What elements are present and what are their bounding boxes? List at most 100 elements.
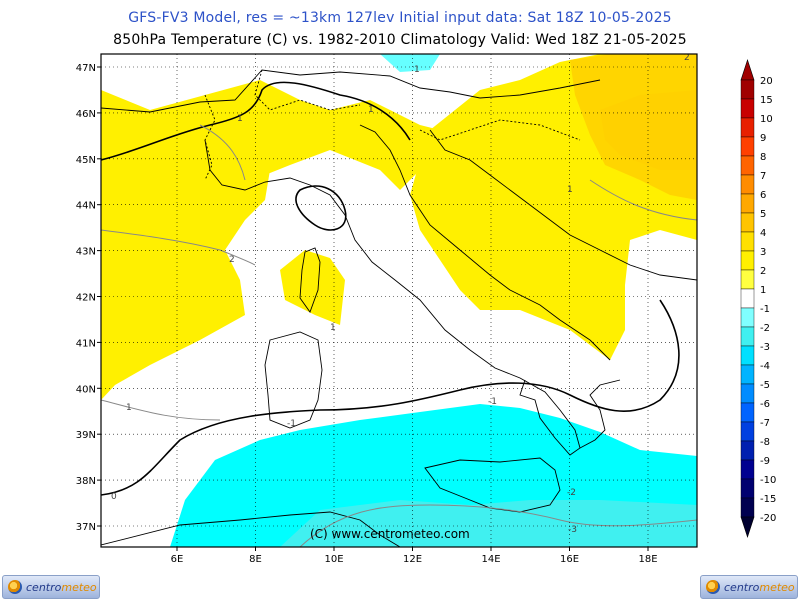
legend-arrow-top bbox=[740, 59, 755, 81]
contour-label: 1 bbox=[330, 323, 336, 333]
latitude-axis: 47N 46N 45N 44N 43N 42N 41N 40N 39N 38N 37N bbox=[76, 63, 101, 533]
legend-value: 2 bbox=[760, 266, 766, 277]
legend-value: 10 bbox=[760, 114, 773, 125]
warm-area-east-strong bbox=[570, 54, 697, 200]
legend-value: -9 bbox=[760, 456, 770, 467]
map-frame bbox=[100, 53, 698, 548]
contour-label: -3 bbox=[568, 525, 577, 535]
legend-value: -5 bbox=[760, 380, 770, 391]
legend-value: -10 bbox=[760, 475, 776, 486]
legend-swatch bbox=[740, 440, 755, 461]
contour-label: -2 bbox=[567, 488, 576, 498]
warm-area-alps bbox=[205, 80, 440, 190]
legend-value: 7 bbox=[760, 171, 766, 182]
legend-swatch bbox=[740, 307, 755, 328]
legend-value: 1 bbox=[760, 285, 766, 296]
legend-value: -15 bbox=[760, 494, 776, 505]
legend-value: -4 bbox=[760, 361, 770, 372]
legend-swatch bbox=[740, 98, 755, 119]
chart-subtitle: 850hPa Temperature (C) vs. 1982-2010 Cli… bbox=[113, 32, 687, 48]
legend-swatch bbox=[740, 136, 755, 157]
legend-swatch bbox=[740, 174, 755, 195]
globe-icon bbox=[8, 580, 22, 594]
legend-swatch bbox=[740, 288, 755, 309]
contour-label: 1 bbox=[126, 403, 132, 413]
lat-tick-label: 47N bbox=[76, 63, 96, 74]
contour-label-group: 1 2 1 1 2 1 1 -1 -1 -2 -3 0 1 bbox=[111, 53, 690, 535]
legend-swatch bbox=[740, 421, 755, 442]
legend-swatch bbox=[740, 459, 755, 480]
legend-value: 5 bbox=[760, 209, 766, 220]
contour-label: 1 bbox=[567, 185, 573, 195]
legend-value: 15 bbox=[760, 95, 773, 106]
lat-tick-label: 43N bbox=[76, 247, 96, 258]
cool-area-north bbox=[380, 54, 440, 72]
legend-swatch bbox=[740, 212, 755, 233]
longitude-axis: 6E 8E 10E 12E 14E 16E 18E bbox=[171, 547, 658, 565]
contour-label: 1 bbox=[237, 114, 243, 124]
contour-label: -1 bbox=[488, 397, 497, 407]
cool-area-south-strong bbox=[280, 500, 697, 547]
legend-swatch bbox=[740, 79, 755, 100]
lat-lon-grid bbox=[101, 54, 697, 547]
contour-label: 1 bbox=[368, 105, 374, 115]
legend-swatch bbox=[740, 326, 755, 347]
watermark: (C) www.centrometeo.com bbox=[310, 527, 470, 541]
centrometeo-logo-right[interactable]: centrometeo bbox=[700, 575, 798, 599]
lat-tick-label: 39N bbox=[76, 430, 96, 441]
legend-swatch bbox=[740, 364, 755, 385]
globe-icon bbox=[706, 580, 720, 594]
legend-arrow-bottom bbox=[740, 516, 755, 538]
warm-area-inner bbox=[600, 90, 697, 170]
legend-swatch bbox=[740, 250, 755, 271]
lon-tick-label: 8E bbox=[249, 554, 262, 565]
lat-tick-label: 38N bbox=[76, 476, 96, 487]
legend-swatch bbox=[740, 383, 755, 404]
logo-text: centrometeo bbox=[724, 580, 795, 594]
legend-swatch bbox=[740, 155, 755, 176]
legend-value: -6 bbox=[760, 399, 770, 410]
legend-swatch bbox=[740, 269, 755, 290]
warm-area-sardinia-north bbox=[280, 250, 345, 325]
contour-label: 0 bbox=[111, 492, 117, 502]
legend-value: -1 bbox=[760, 304, 770, 315]
lon-tick-label: 6E bbox=[171, 554, 184, 565]
contour-label: -1 bbox=[287, 419, 296, 429]
legend-value: -2 bbox=[760, 323, 770, 334]
legend-value: -7 bbox=[760, 418, 770, 429]
lat-tick-label: 40N bbox=[76, 384, 96, 395]
legend-value: 3 bbox=[760, 247, 766, 258]
isotherms bbox=[101, 81, 680, 496]
legend-swatch bbox=[740, 117, 755, 138]
centrometeo-logo-left[interactable]: centrometeo bbox=[2, 575, 100, 599]
model-title: GFS-FV3 Model, res = ~13km 127lev Initia… bbox=[128, 10, 672, 26]
color-scale-legend: 20 15 10 9 8 7 6 5 4 3 2 1 -1 -2 -3 -4 -5 -6 -7 -8 -9 -10 -15 -… bbox=[740, 59, 776, 538]
lon-tick-label: 16E bbox=[560, 554, 579, 565]
legend-swatch bbox=[740, 345, 755, 366]
legend-value: -3 bbox=[760, 342, 770, 353]
legend-value: 6 bbox=[760, 190, 766, 201]
contour-label: 1 bbox=[414, 65, 420, 75]
warm-area-west bbox=[101, 54, 270, 400]
lat-tick-label: 41N bbox=[76, 338, 96, 349]
lon-tick-label: 18E bbox=[638, 554, 657, 565]
minor-isotherms bbox=[101, 124, 697, 547]
lat-tick-label: 45N bbox=[76, 155, 96, 166]
legend-value: 4 bbox=[760, 228, 766, 239]
lon-tick-label: 12E bbox=[403, 554, 422, 565]
lon-tick-label: 10E bbox=[324, 554, 343, 565]
legend-swatch bbox=[740, 231, 755, 252]
anomaly-fields bbox=[101, 54, 697, 547]
legend-swatch bbox=[740, 193, 755, 214]
legend-value: 9 bbox=[760, 133, 766, 144]
lat-tick-label: 46N bbox=[76, 109, 96, 120]
lat-tick-label: 37N bbox=[76, 522, 96, 533]
logo-text: centrometeo bbox=[26, 580, 97, 594]
lat-tick-label: 42N bbox=[76, 293, 96, 304]
lon-tick-label: 14E bbox=[481, 554, 500, 565]
contour-label: 2 bbox=[229, 255, 235, 265]
legend-swatch bbox=[740, 402, 755, 423]
legend-value: 8 bbox=[760, 152, 766, 163]
contour-label: 2 bbox=[684, 53, 690, 63]
legend-value: 20 bbox=[760, 76, 773, 87]
